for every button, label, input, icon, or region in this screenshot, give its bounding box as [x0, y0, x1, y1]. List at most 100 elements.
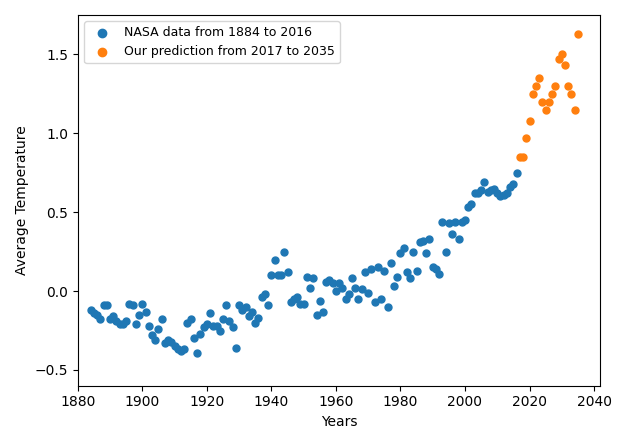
NASA data from 1884 to 2016 [196, 330, 206, 337]
Our prediction from 2017 to 2035 [573, 30, 583, 37]
NASA data from 1884 to 2016 [224, 317, 234, 325]
NASA data from 1884 to 2016 [373, 264, 383, 271]
NASA data from 1884 to 2016 [393, 274, 403, 281]
NASA data from 1884 to 2016 [396, 250, 406, 257]
NASA data from 1884 to 2016 [163, 337, 173, 344]
NASA data from 1884 to 2016 [434, 270, 444, 277]
NASA data from 1884 to 2016 [214, 327, 224, 334]
Our prediction from 2017 to 2035 [515, 154, 525, 161]
NASA data from 1884 to 2016 [157, 316, 167, 323]
NASA data from 1884 to 2016 [340, 295, 350, 302]
NASA data from 1884 to 2016 [218, 316, 228, 323]
NASA data from 1884 to 2016 [431, 266, 441, 273]
NASA data from 1884 to 2016 [150, 337, 161, 344]
NASA data from 1884 to 2016 [112, 317, 122, 325]
NASA data from 1884 to 2016 [244, 313, 254, 320]
NASA data from 1884 to 2016 [286, 298, 296, 305]
X-axis label: Years: Years [321, 415, 357, 429]
NASA data from 1884 to 2016 [182, 319, 192, 326]
NASA data from 1884 to 2016 [105, 316, 115, 323]
Our prediction from 2017 to 2035 [557, 51, 567, 58]
Our prediction from 2017 to 2035 [521, 135, 531, 142]
NASA data from 1884 to 2016 [337, 284, 347, 291]
NASA data from 1884 to 2016 [447, 231, 457, 238]
NASA data from 1884 to 2016 [366, 266, 376, 273]
Our prediction from 2017 to 2035 [547, 90, 557, 97]
NASA data from 1884 to 2016 [424, 235, 435, 242]
Our prediction from 2017 to 2035 [525, 117, 535, 124]
NASA data from 1884 to 2016 [450, 218, 460, 225]
NASA data from 1884 to 2016 [160, 340, 170, 347]
NASA data from 1884 to 2016 [276, 272, 286, 279]
NASA data from 1884 to 2016 [234, 302, 244, 309]
NASA data from 1884 to 2016 [405, 275, 415, 282]
NASA data from 1884 to 2016 [295, 300, 305, 307]
NASA data from 1884 to 2016 [179, 346, 189, 353]
NASA data from 1884 to 2016 [247, 308, 257, 315]
NASA data from 1884 to 2016 [350, 284, 361, 291]
Our prediction from 2017 to 2035 [518, 154, 528, 161]
NASA data from 1884 to 2016 [189, 335, 199, 342]
NASA data from 1884 to 2016 [466, 201, 477, 208]
NASA data from 1884 to 2016 [228, 324, 238, 331]
NASA data from 1884 to 2016 [166, 338, 176, 345]
NASA data from 1884 to 2016 [411, 267, 421, 274]
NASA data from 1884 to 2016 [176, 348, 186, 355]
NASA data from 1884 to 2016 [360, 269, 370, 276]
Our prediction from 2017 to 2035 [528, 90, 538, 97]
NASA data from 1884 to 2016 [476, 186, 486, 194]
NASA data from 1884 to 2016 [95, 316, 105, 323]
NASA data from 1884 to 2016 [505, 183, 515, 190]
NASA data from 1884 to 2016 [399, 245, 409, 252]
NASA data from 1884 to 2016 [231, 344, 241, 351]
NASA data from 1884 to 2016 [438, 218, 448, 225]
NASA data from 1884 to 2016 [421, 250, 431, 257]
NASA data from 1884 to 2016 [137, 300, 147, 307]
NASA data from 1884 to 2016 [205, 309, 215, 317]
NASA data from 1884 to 2016 [144, 322, 154, 329]
Our prediction from 2017 to 2035 [544, 98, 554, 105]
NASA data from 1884 to 2016 [347, 275, 357, 282]
NASA data from 1884 to 2016 [192, 349, 202, 356]
NASA data from 1884 to 2016 [328, 280, 338, 287]
NASA data from 1884 to 2016 [444, 220, 454, 227]
NASA data from 1884 to 2016 [379, 267, 389, 274]
NASA data from 1884 to 2016 [98, 302, 108, 309]
NASA data from 1884 to 2016 [386, 259, 396, 266]
NASA data from 1884 to 2016 [124, 300, 134, 307]
Our prediction from 2017 to 2035 [551, 83, 561, 90]
Our prediction from 2017 to 2035 [570, 106, 580, 113]
NASA data from 1884 to 2016 [253, 314, 263, 321]
Our prediction from 2017 to 2035 [563, 83, 573, 90]
Our prediction from 2017 to 2035 [540, 106, 551, 113]
NASA data from 1884 to 2016 [305, 284, 315, 291]
NASA data from 1884 to 2016 [483, 188, 493, 195]
NASA data from 1884 to 2016 [121, 317, 131, 325]
NASA data from 1884 to 2016 [208, 322, 218, 329]
NASA data from 1884 to 2016 [108, 313, 119, 320]
NASA data from 1884 to 2016 [270, 256, 280, 263]
Our prediction from 2017 to 2035 [554, 56, 564, 63]
NASA data from 1884 to 2016 [241, 303, 251, 310]
NASA data from 1884 to 2016 [279, 248, 289, 255]
Our prediction from 2017 to 2035 [534, 75, 544, 82]
NASA data from 1884 to 2016 [115, 321, 125, 328]
NASA data from 1884 to 2016 [202, 321, 212, 328]
NASA data from 1884 to 2016 [273, 272, 283, 279]
NASA data from 1884 to 2016 [512, 169, 522, 176]
NASA data from 1884 to 2016 [492, 190, 502, 197]
NASA data from 1884 to 2016 [324, 277, 334, 284]
NASA data from 1884 to 2016 [441, 248, 451, 255]
NASA data from 1884 to 2016 [147, 332, 157, 339]
Our prediction from 2017 to 2035 [566, 90, 576, 97]
NASA data from 1884 to 2016 [428, 264, 438, 271]
NASA data from 1884 to 2016 [498, 191, 508, 198]
NASA data from 1884 to 2016 [463, 204, 473, 211]
NASA data from 1884 to 2016 [312, 311, 322, 318]
NASA data from 1884 to 2016 [250, 319, 260, 326]
NASA data from 1884 to 2016 [173, 346, 183, 353]
NASA data from 1884 to 2016 [128, 302, 138, 309]
NASA data from 1884 to 2016 [408, 248, 418, 255]
NASA data from 1884 to 2016 [263, 302, 273, 309]
NASA data from 1884 to 2016 [389, 283, 399, 290]
